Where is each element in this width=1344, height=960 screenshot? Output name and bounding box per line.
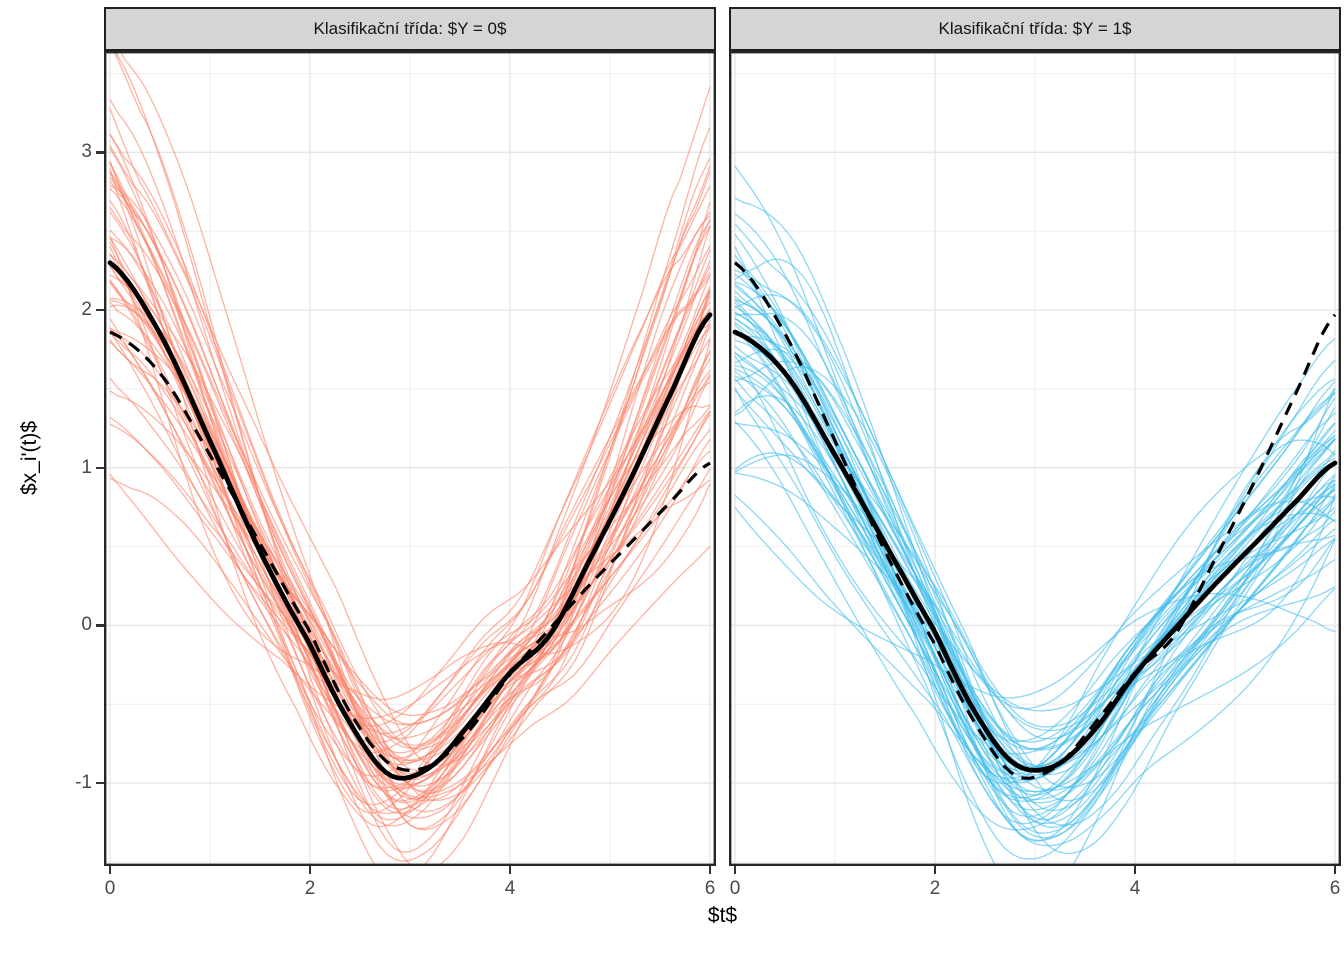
x-axis-tick <box>308 866 312 874</box>
panel-border <box>104 51 716 866</box>
mean-curve-dashed <box>733 261 1337 780</box>
sample-curve <box>734 351 1336 728</box>
sample-curve <box>734 395 1336 802</box>
x-axis-tick <box>1333 866 1337 874</box>
sample-curve <box>109 133 711 772</box>
gridlines-major <box>104 51 716 866</box>
sample-curve <box>734 165 1336 796</box>
x-axis-tick <box>933 866 937 874</box>
y-axis-tick <box>96 309 104 312</box>
facet-strip-class0: Klasifikační třída: $Y = 0$ <box>104 7 716 51</box>
sample-curve <box>109 161 711 802</box>
sample-curve <box>734 360 1336 826</box>
sample-curve <box>109 423 711 726</box>
x-axis-tick <box>708 866 712 874</box>
y-axis-tick <box>96 151 104 154</box>
x-axis-tick-label: 4 <box>1129 878 1141 899</box>
sample-curve <box>109 236 711 754</box>
sample-curve <box>109 246 711 777</box>
sample-curve <box>109 187 711 810</box>
sample-curve <box>734 269 1336 855</box>
sample-curve <box>734 254 1336 793</box>
x-axis-tick-label: 0 <box>729 878 741 899</box>
y-axis-tick-label: 0 <box>81 614 92 636</box>
sample-curve <box>109 254 711 766</box>
x-axis-tick <box>108 866 112 874</box>
y-axis-tick-label: 2 <box>81 299 92 321</box>
y-axis-tick-label: -1 <box>75 772 92 794</box>
sample-curve <box>734 387 1336 847</box>
gridlines-major <box>729 51 1341 866</box>
y-axis-tick-label: 3 <box>81 141 92 163</box>
y-axis-tick <box>96 466 104 470</box>
y-axis-tick <box>96 624 104 627</box>
sample-curve <box>109 331 711 735</box>
sample-curve <box>734 454 1336 751</box>
y-axis-tick-label: 1 <box>81 456 92 478</box>
sample-curve <box>109 200 711 828</box>
sample-curve <box>109 133 711 866</box>
sample-curve <box>734 355 1336 755</box>
x-axis-tick-label: 2 <box>304 878 316 899</box>
sample-curve <box>109 245 711 744</box>
sample-curve <box>109 477 711 799</box>
facet-strip-class1-label: Klasifikační třída: $Y = 1$ <box>938 19 1132 38</box>
sample-curve <box>109 473 711 719</box>
y-axis-title: $x_i'(t)$ <box>18 420 41 496</box>
sample-curve <box>734 312 1336 812</box>
sample-curve <box>734 318 1336 788</box>
mean-curve-solid <box>732 329 1338 773</box>
mean-curve-dashed <box>109 330 711 773</box>
x-axis-tick <box>1133 866 1137 874</box>
facet-strip-class0-label: Klasifikační třída: $Y = 0$ <box>313 19 507 38</box>
x-axis-tick-label: 6 <box>1329 878 1341 899</box>
x-axis-tick-label: 0 <box>104 878 116 899</box>
sample-curve <box>734 258 1336 821</box>
panel-class1-plot-area <box>729 51 1341 866</box>
sample-curve <box>109 299 711 786</box>
x-axis-tick-label: 2 <box>929 878 941 899</box>
x-axis-title: $t$ <box>707 904 738 927</box>
sample-curve <box>109 236 711 701</box>
panel-class0-plot-area <box>104 51 716 866</box>
sample-curve <box>734 299 1336 825</box>
sample-curve <box>734 330 1336 860</box>
facet-strip-class1: Klasifikační třída: $Y = 1$ <box>729 7 1341 51</box>
x-axis-tick <box>733 866 737 874</box>
sample-curve <box>109 266 711 800</box>
x-axis-tick-label: 6 <box>704 878 716 899</box>
sample-curve <box>109 311 711 815</box>
x-axis-tick <box>508 866 512 874</box>
sample-curve <box>734 472 1336 712</box>
gridlines-minor <box>104 51 716 866</box>
panel-border <box>729 51 1341 866</box>
x-axis-tick-label: 4 <box>504 878 516 899</box>
y-axis-tick <box>96 782 104 785</box>
mean-curve-solid <box>107 260 713 781</box>
gridlines-minor <box>729 51 1341 866</box>
